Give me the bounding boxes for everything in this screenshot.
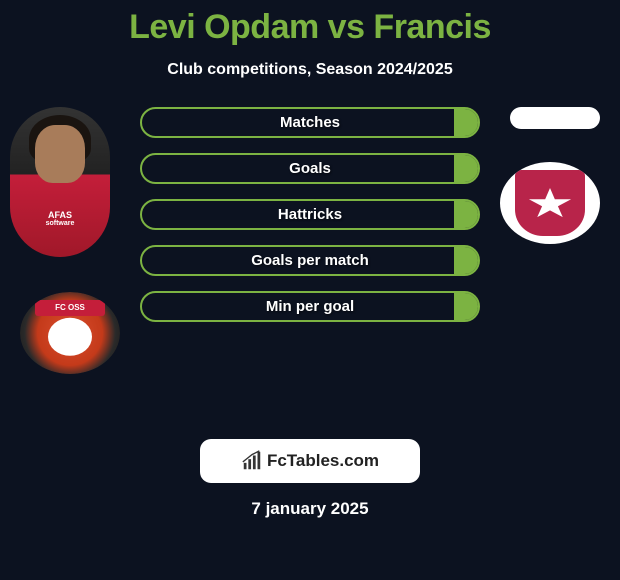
avatar-head bbox=[35, 125, 85, 183]
comparison-subtitle: Club competitions, Season 2024/2025 bbox=[0, 61, 620, 79]
source-badge: FcTables.com bbox=[200, 439, 420, 483]
stat-value-right: 3 bbox=[454, 114, 462, 131]
chart-bars-icon bbox=[241, 450, 263, 472]
stat-fill bbox=[454, 293, 478, 320]
stat-label: Goals bbox=[289, 160, 331, 177]
stat-label: Goals per match bbox=[251, 252, 369, 269]
stat-rows: Matches 3 Goals 0 Hattricks 0 Goals per … bbox=[140, 107, 480, 322]
club-badge-bg: FC OSS bbox=[20, 292, 120, 374]
jersey-line2: software bbox=[10, 220, 110, 227]
stat-value-right: 0 bbox=[454, 206, 462, 223]
footer-date: 7 january 2025 bbox=[0, 499, 620, 519]
stat-fill bbox=[454, 247, 478, 274]
club-badge-ball-icon bbox=[48, 318, 92, 356]
stat-label: Min per goal bbox=[266, 298, 354, 315]
star-icon bbox=[528, 188, 572, 220]
jersey-sponsor: AFAS software bbox=[10, 210, 110, 227]
stat-row-goals: Goals 0 bbox=[140, 153, 480, 184]
stat-row-hattricks: Hattricks 0 bbox=[140, 199, 480, 230]
comparison-title: Levi Opdam vs Francis bbox=[0, 0, 620, 47]
player-right-club-badge bbox=[500, 162, 600, 244]
jersey-line1: AFAS bbox=[48, 210, 72, 220]
player-left-club-badge: FC OSS bbox=[20, 292, 120, 374]
stat-row-min-per-goal: Min per goal bbox=[140, 291, 480, 322]
stats-area: AFAS software FC OSS Matches 3 Goals 0 H… bbox=[0, 107, 620, 387]
source-name: FcTables.com bbox=[267, 451, 379, 471]
player-left-avatar: AFAS software bbox=[10, 107, 110, 257]
stat-row-matches: Matches 3 bbox=[140, 107, 480, 138]
club-shield bbox=[515, 170, 585, 236]
club-badge-banner: FC OSS bbox=[35, 300, 105, 316]
stat-label: Matches bbox=[280, 114, 340, 131]
player-right-avatar-placeholder bbox=[510, 107, 600, 129]
stat-value-right: 0 bbox=[454, 160, 462, 177]
stat-label: Hattricks bbox=[278, 206, 342, 223]
stat-row-goals-per-match: Goals per match bbox=[140, 245, 480, 276]
